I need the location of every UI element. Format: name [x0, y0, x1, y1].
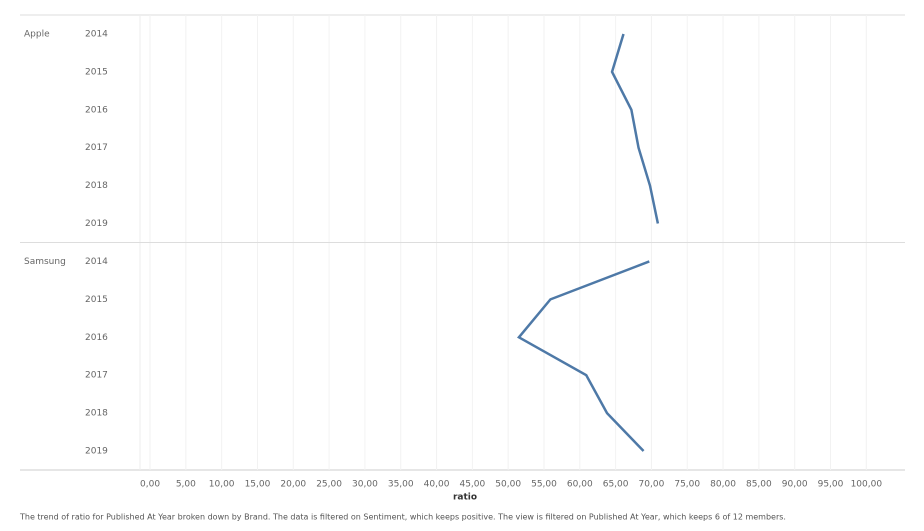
x-tick-label: 0,00: [140, 480, 160, 490]
x-axis-label: ratio: [453, 493, 477, 503]
pane-label: Samsung: [24, 257, 66, 267]
x-tick-label: 45,00: [459, 480, 485, 490]
x-tick-label: 35,00: [388, 480, 414, 490]
x-tick-label: 40,00: [424, 480, 450, 490]
x-tick-label: 55,00: [531, 480, 557, 490]
x-tick-label: 10,00: [209, 480, 235, 490]
x-tick-label: 20,00: [280, 480, 306, 490]
y-tick-label: 2014: [85, 257, 108, 267]
caption: The trend of ratio for Published At Year…: [19, 513, 786, 522]
y-tick-label: 2016: [85, 333, 108, 343]
line: [610, 33, 660, 224]
x-tick-label: 5,00: [176, 480, 196, 490]
y-tick-label: 2015: [85, 295, 108, 305]
y-tick-label: 2018: [85, 409, 108, 419]
x-tick-label: 30,00: [352, 480, 378, 490]
y-tick-label: 2015: [85, 67, 108, 77]
y-tick-label: 2018: [85, 181, 108, 191]
x-tick-label: 25,00: [316, 480, 342, 490]
x-tick-label: 50,00: [495, 480, 521, 490]
x-tick-label: 90,00: [782, 480, 808, 490]
x-tick-label: 15,00: [245, 480, 271, 490]
x-tick-label: 80,00: [710, 480, 736, 490]
y-tick-label: 2017: [85, 371, 108, 381]
x-tick-label: 100,00: [851, 480, 883, 490]
x-tick-label: 75,00: [674, 480, 700, 490]
x-tick-label: 85,00: [746, 480, 772, 490]
y-tick-label: 2017: [85, 143, 108, 153]
x-tick-label: 65,00: [603, 480, 629, 490]
y-tick-label: 2014: [85, 29, 108, 39]
y-tick-label: 2016: [85, 105, 108, 115]
y-tick-label: 2019: [85, 447, 108, 457]
y-tick-label: 2019: [85, 219, 108, 229]
x-tick-label: 95,00: [818, 480, 844, 490]
pane-label: Apple: [24, 29, 50, 39]
x-tick-label: 70,00: [639, 480, 665, 490]
line: [516, 260, 650, 452]
x-tick-label: 60,00: [567, 480, 593, 490]
